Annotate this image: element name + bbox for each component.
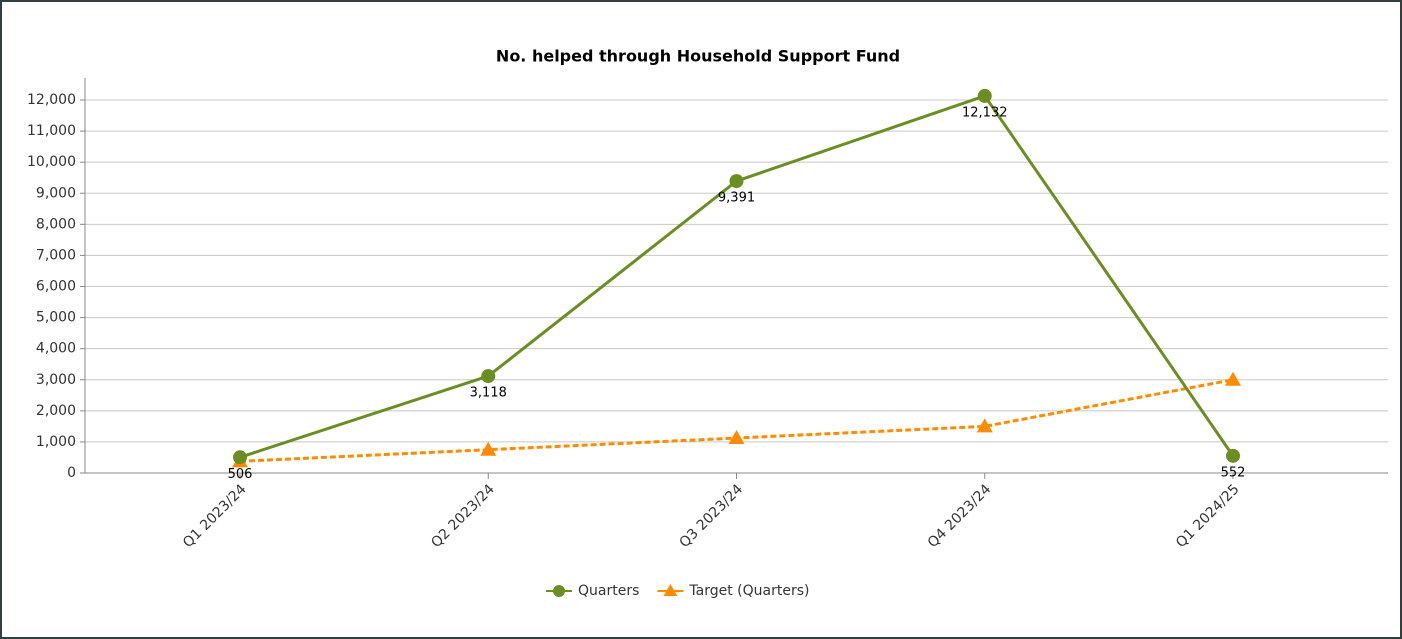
y-tick-label: 10,000 xyxy=(27,154,76,170)
y-tick-label: 5,000 xyxy=(36,310,76,326)
point xyxy=(480,441,497,456)
y-tick-label: 12,000 xyxy=(27,92,76,108)
point xyxy=(976,418,993,433)
y-tick-label: 3,000 xyxy=(36,372,76,388)
legend-marker xyxy=(663,584,678,596)
y-tick-label: 2,000 xyxy=(36,403,76,419)
y-tick-label: 6,000 xyxy=(36,279,76,295)
legend-marker xyxy=(553,585,565,597)
y-tick-label: 9,000 xyxy=(36,185,76,201)
y-tick-label: 7,000 xyxy=(36,247,76,263)
data-label: 9,391 xyxy=(718,191,755,206)
point xyxy=(481,369,496,384)
y-tick-label: 8,000 xyxy=(36,216,76,232)
y-tick-label: 0 xyxy=(67,465,76,481)
y-tick-label: 4,000 xyxy=(36,341,76,357)
point xyxy=(1225,371,1241,386)
data-label: 12,132 xyxy=(962,105,1008,120)
data-label: 3,118 xyxy=(470,386,507,401)
data-label: 506 xyxy=(228,467,253,482)
legend-label: Target (Quarters) xyxy=(688,583,809,599)
point xyxy=(1226,448,1240,463)
point xyxy=(729,174,744,189)
legend-label: Quarters xyxy=(578,583,639,599)
data-label: 552 xyxy=(1221,465,1246,480)
y-tick-label: 11,000 xyxy=(27,123,76,139)
point xyxy=(977,88,992,103)
point xyxy=(728,430,745,445)
chart-title: No. helped through Household Support Fun… xyxy=(496,47,900,66)
y-tick-label: 1,000 xyxy=(36,434,76,450)
point xyxy=(233,450,247,465)
